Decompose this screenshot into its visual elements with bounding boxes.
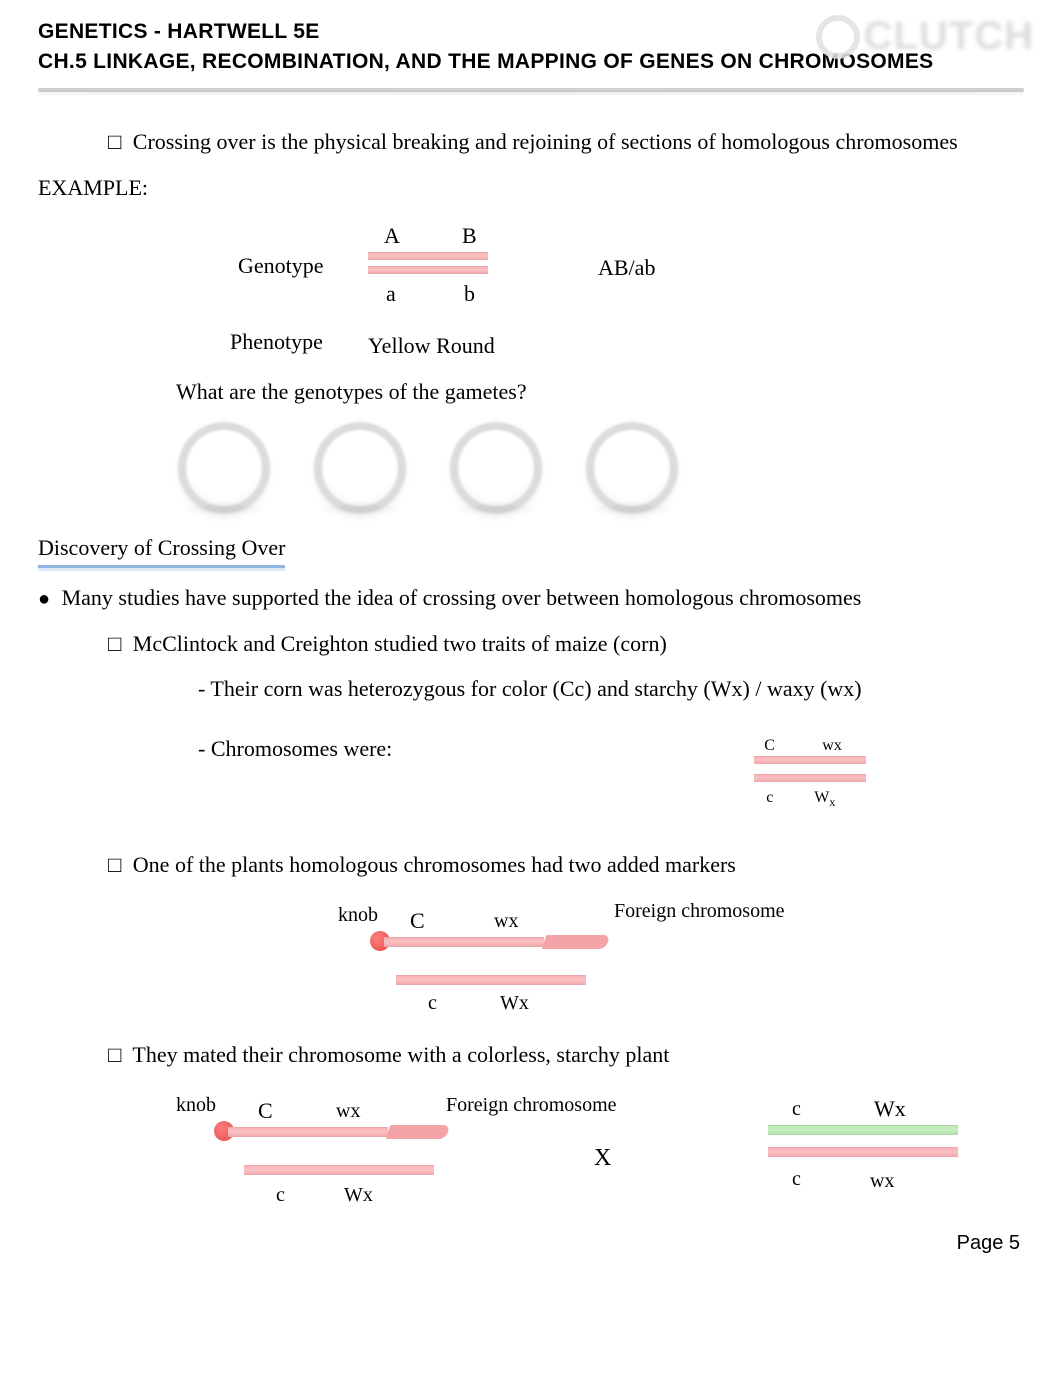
mate-Wx: Wx	[344, 1181, 373, 1210]
mate-wx: wx	[336, 1097, 360, 1126]
phenotype-row: Phenotype Yellow Round	[38, 320, 1024, 362]
example-label: EXAMPLE:	[38, 172, 1024, 204]
knob-bar-bot	[396, 975, 586, 985]
allele-Wx-sm: Wx	[814, 786, 835, 812]
allele-b: b	[464, 278, 475, 310]
blurred-circle-row	[38, 422, 1024, 514]
chromosome-bar-top	[368, 252, 488, 260]
cross-X: X	[594, 1141, 611, 1176]
right-bar-bot	[768, 1147, 958, 1157]
crossing-over-line: Crossing over is the physical breaking a…	[38, 126, 1024, 158]
blurred-circle-icon	[314, 422, 406, 514]
mate-foreign-tail-icon	[386, 1125, 451, 1139]
discovery-heading: Discovery of Crossing Over	[38, 532, 1024, 568]
watermark-circle-icon	[816, 15, 860, 59]
knob-c: c	[428, 989, 437, 1018]
mate-line-text: They mated their chromosome with a color…	[132, 1042, 669, 1067]
knob-C: C	[410, 905, 425, 937]
blurred-circle-icon	[178, 422, 270, 514]
added-markers-line: One of the plants homologous chromosomes…	[38, 849, 1024, 881]
knob-bar-top	[384, 937, 544, 947]
genotype-label: Genotype	[238, 250, 324, 282]
genotype-abab: AB/ab	[598, 252, 655, 284]
header: CLUTCH GENETICS - HARTWELL 5E CH.5 LINKA…	[38, 20, 1024, 74]
knob-label: knob	[338, 901, 378, 930]
discovery-heading-text: Discovery of Crossing Over	[38, 532, 285, 568]
mate-c: c	[276, 1181, 285, 1210]
foreign-tail-icon	[542, 935, 611, 949]
watermark-text: CLUTCH	[864, 14, 1034, 59]
crossing-over-text: Crossing over is the physical breaking a…	[133, 129, 958, 154]
chromosome-bar-bottom	[368, 266, 488, 274]
mate-bar-bot	[244, 1165, 434, 1175]
allele-a: a	[386, 278, 396, 310]
mate-diagram: knob C wx Foreign chromosome c Wx X c Wx…	[38, 1085, 1024, 1215]
gamete-question: What are the genotypes of the gametes?	[38, 376, 1024, 408]
genotype-diagram: Genotype A B a b AB/ab	[38, 222, 1024, 314]
allele-A: A	[384, 220, 400, 252]
mcclintock-text: McClintock and Creighton studied two tra…	[133, 631, 667, 656]
blurred-circle-icon	[450, 422, 542, 514]
phenotype-label: Phenotype	[230, 326, 323, 358]
allele-C-sm: C	[764, 734, 775, 757]
mate-foreign-label: Foreign chromosome	[446, 1091, 617, 1120]
allele-c-sm: c	[766, 786, 773, 809]
allele-B: B	[462, 220, 477, 252]
chrom-bar-bot-sm	[754, 774, 866, 782]
phenotype-value: Yellow Round	[368, 330, 495, 362]
knob-diagram-1: knob C wx Foreign chromosome c Wx	[38, 895, 1024, 1025]
watermark: CLUTCH	[816, 14, 1034, 59]
chrom-bar-top-sm	[754, 756, 866, 764]
mcclintock-line: McClintock and Creighton studied two tra…	[38, 628, 1024, 660]
right-c2: c	[792, 1165, 801, 1194]
right-c1: c	[792, 1095, 801, 1124]
header-separator	[38, 88, 1024, 98]
mate-C: C	[258, 1095, 273, 1127]
knob-Wx: Wx	[500, 989, 529, 1018]
corn-hetero-line: - Their corn was heterozygous for color …	[38, 673, 1024, 705]
discovery-bullet-1-text: Many studies have supported the idea of …	[62, 585, 862, 610]
page-number: Page 5	[957, 1232, 1020, 1255]
allele-wx-sm: wx	[822, 734, 842, 757]
right-Wx1: Wx	[874, 1093, 906, 1125]
mate-line: They mated their chromosome with a color…	[38, 1039, 1024, 1071]
knob-wx: wx	[494, 907, 518, 936]
right-bar-top	[768, 1125, 958, 1135]
discovery-bullet-1: Many studies have supported the idea of …	[38, 582, 1024, 614]
chromosomes-were-label: - Chromosomes were:	[38, 733, 392, 765]
blurred-circle-icon	[586, 422, 678, 514]
added-markers-text: One of the plants homologous chromosomes…	[133, 852, 736, 877]
mate-knob-label: knob	[176, 1091, 216, 1120]
mate-bar-top	[228, 1127, 388, 1137]
right-wx2: wx	[870, 1167, 894, 1196]
foreign-chromosome-label: Foreign chromosome	[614, 897, 785, 926]
